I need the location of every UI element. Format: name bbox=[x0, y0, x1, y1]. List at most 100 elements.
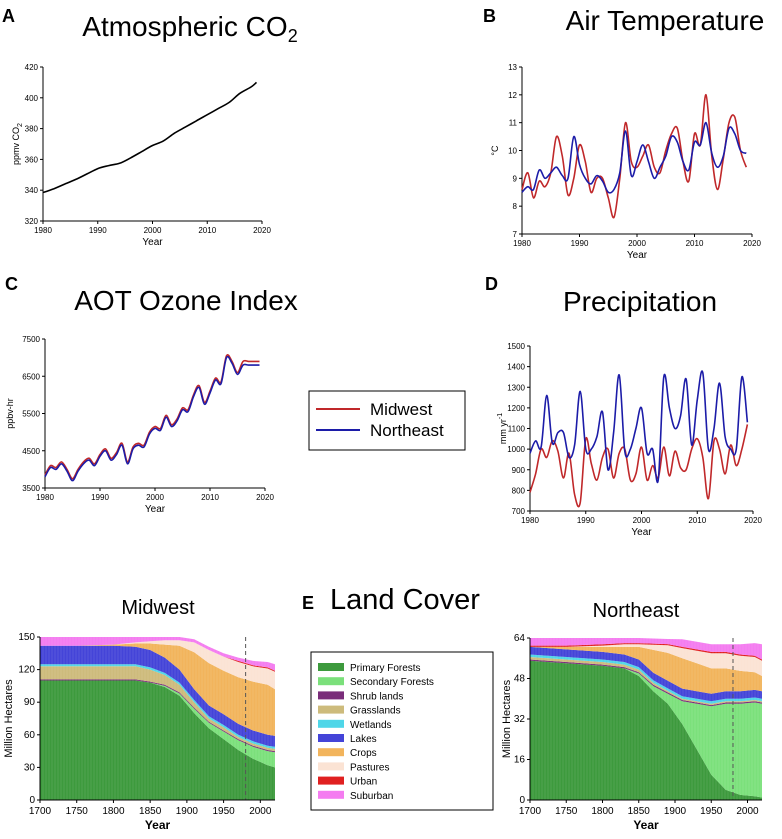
chart-title-a: Atmospheric CO2 bbox=[82, 11, 297, 46]
legend-swatch-lakes bbox=[318, 734, 344, 742]
x-tick-label-b: 2010 bbox=[686, 239, 704, 248]
x-tick-label-d: 1980 bbox=[521, 516, 539, 525]
y-tick-label-a: 340 bbox=[25, 186, 39, 195]
legend-label-midwest: Midwest bbox=[370, 400, 433, 419]
y-tick-label-b: 13 bbox=[508, 63, 517, 72]
legend-label-grasslands: Grasslands bbox=[350, 706, 401, 717]
x-tick-label-e-midwest: 1850 bbox=[139, 806, 162, 817]
y-tick-label-e-northeast: 48 bbox=[514, 674, 526, 685]
y-tick-label-a: 360 bbox=[25, 155, 39, 164]
x-axis-label-e-northeast: Year bbox=[633, 818, 659, 832]
legend-label-urban: Urban bbox=[350, 777, 377, 788]
legend-swatch-urban bbox=[318, 776, 344, 785]
legend-label-pastures: Pastures bbox=[350, 762, 389, 773]
legend-swatch-secondary-forests bbox=[318, 677, 344, 686]
chart-a: Atmospheric CO2 1980 1990 2000 2010 2020 320 34… bbox=[11, 11, 298, 248]
x-tick-label-b: 2020 bbox=[743, 239, 761, 248]
y-axis-label-b: °C bbox=[490, 145, 500, 156]
x-axis-label-a: Year bbox=[142, 237, 163, 248]
y-tick-label-d: 1000 bbox=[507, 445, 525, 454]
y-tick-label-c: 7500 bbox=[22, 335, 40, 344]
y-axis-label-c: ppbv-hr bbox=[5, 398, 15, 429]
x-tick-label-e-northeast: 1800 bbox=[591, 806, 614, 817]
area-e-midwest-crops bbox=[40, 643, 275, 736]
y-tick-label-d: 1200 bbox=[507, 404, 525, 413]
x-tick-label-c: 1990 bbox=[91, 493, 109, 502]
area-e-northeast-wetlands bbox=[530, 654, 762, 704]
x-tick-label-a: 2000 bbox=[144, 226, 162, 235]
chart-d: Precipitation 1980 1990 2000 2010 2020 700 800 9… bbox=[497, 286, 762, 538]
area-texture-e-midwest bbox=[39, 637, 275, 800]
y-tick-label-d: 800 bbox=[512, 486, 526, 495]
chart-c: AOT Ozone Index 1980 1990 2000 2010 2020 3500 4… bbox=[5, 285, 298, 515]
land-cover-legend: Primary Forests Secondary Forests Shrub la… bbox=[310, 651, 494, 811]
y-tick-label-c: 6500 bbox=[22, 372, 40, 381]
area-e-midwest-primary-forests bbox=[40, 680, 275, 800]
series-line-c-northeast bbox=[44, 355, 260, 482]
legend-label-wetlands: Wetlands bbox=[350, 720, 392, 731]
area-e-midwest-lakes bbox=[40, 645, 275, 747]
line-legend-box bbox=[308, 390, 466, 451]
legend-label-suburban: Suburban bbox=[350, 791, 393, 802]
legend-swatch-pastures bbox=[318, 762, 344, 771]
y-tick-label-c: 3500 bbox=[22, 484, 40, 493]
x-tick-label-e-northeast: 2000 bbox=[736, 806, 759, 817]
legend-swatch-wetlands bbox=[318, 719, 344, 728]
legend-swatch-primary-forests bbox=[318, 663, 344, 671]
series-line-d-northeast bbox=[529, 370, 749, 484]
chart-title-e-midwest: Midwest bbox=[121, 597, 195, 619]
x-tick-label-b: 1980 bbox=[513, 239, 531, 248]
legend-label-lakes: Lakes bbox=[350, 734, 377, 745]
panel-label-e: E bbox=[302, 593, 314, 613]
panel-label-c: C bbox=[5, 274, 18, 294]
x-tick-label-a: 2020 bbox=[253, 226, 271, 235]
legend-label-secondary-forests: Secondary Forests bbox=[350, 677, 434, 688]
x-axis-label-e-midwest: Year bbox=[145, 818, 171, 832]
legend-swatch-grasslands bbox=[318, 705, 344, 714]
area-e-northeast-urban bbox=[530, 643, 762, 661]
legend-label-shrub-lands: Shrub lands bbox=[350, 691, 403, 702]
chart-e-northeast: Northeast 1700 1750 1800 1850 1900 1950 2000 0 16… bbox=[501, 600, 762, 832]
x-tick-label-e-midwest: 2000 bbox=[249, 806, 272, 817]
land-cover-legend-box bbox=[310, 651, 494, 811]
y-tick-label-d: 900 bbox=[512, 466, 526, 475]
y-tick-label-b: 10 bbox=[508, 147, 517, 156]
y-tick-label-e-midwest: 0 bbox=[29, 795, 35, 806]
x-tick-label-e-northeast: 1750 bbox=[555, 806, 578, 817]
chart-b: Air Temperature 1980 1990 2000 2010 2020 7 8 9 10… bbox=[490, 5, 764, 261]
legend-label-primary-forests: Primary Forests bbox=[350, 663, 421, 674]
series-line-a-co2 bbox=[42, 81, 258, 194]
y-tick-label-b: 11 bbox=[509, 119, 518, 128]
x-axis-label-d: Year bbox=[631, 527, 652, 538]
area-texture-e-northeast bbox=[529, 638, 762, 800]
y-tick-label-a: 320 bbox=[25, 217, 39, 226]
legend-swatch-suburban bbox=[318, 790, 344, 799]
series-line-b-northeast bbox=[521, 121, 747, 194]
y-axis-label-e-midwest: Million Hectares bbox=[3, 679, 15, 758]
panel-label-d: D bbox=[485, 274, 498, 294]
area-e-midwest-grasslands bbox=[40, 666, 275, 752]
y-tick-label-b: 9 bbox=[513, 174, 518, 183]
line-legend: Midwest Northeast bbox=[308, 390, 466, 451]
y-tick-label-a: 380 bbox=[25, 125, 39, 134]
y-tick-label-c: 4500 bbox=[22, 447, 40, 456]
y-tick-label-d: 700 bbox=[512, 507, 526, 516]
x-tick-label-e-northeast: 1900 bbox=[664, 806, 687, 817]
y-tick-label-a: 400 bbox=[25, 94, 39, 103]
series-line-b-midwest bbox=[521, 93, 748, 219]
x-tick-label-c: 1980 bbox=[36, 493, 54, 502]
y-tick-label-b: 7 bbox=[513, 230, 518, 239]
x-tick-label-e-northeast: 1950 bbox=[700, 806, 723, 817]
area-e-midwest-suburban bbox=[40, 637, 275, 671]
x-tick-label-c: 2020 bbox=[256, 493, 274, 502]
land-cover-title: Land Cover bbox=[330, 584, 480, 616]
x-tick-label-c: 2000 bbox=[146, 493, 164, 502]
x-tick-label-e-northeast: 1700 bbox=[519, 806, 542, 817]
y-axis-label-d: mm yr-1 bbox=[497, 413, 508, 444]
chart-e-midwest: Midwest 1700 1750 1800 1850 1900 1950 2000 0 30 60… bbox=[3, 597, 275, 832]
y-tick-label-d: 1500 bbox=[507, 342, 525, 351]
y-axis-label-e-northeast: Million Hectares bbox=[501, 679, 513, 758]
x-tick-label-e-midwest: 1900 bbox=[176, 806, 199, 817]
legend-label-crops: Crops bbox=[350, 748, 377, 759]
panel-label-b: B bbox=[483, 6, 496, 26]
